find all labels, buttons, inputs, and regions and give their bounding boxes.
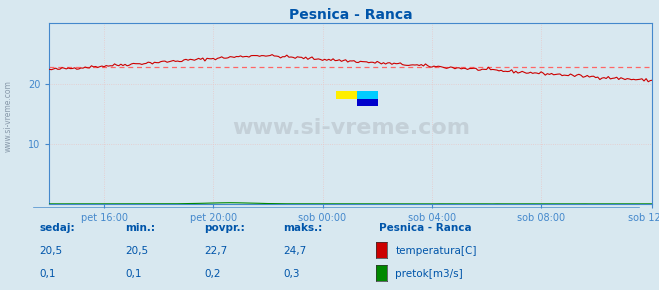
Text: www.si-vreme.com: www.si-vreme.com — [232, 118, 470, 138]
Text: 0,1: 0,1 — [125, 269, 142, 279]
Text: www.si-vreme.com: www.si-vreme.com — [4, 80, 13, 152]
Bar — [357, 99, 378, 106]
Text: sedaj:: sedaj: — [40, 223, 75, 233]
Text: maks.:: maks.: — [283, 223, 323, 233]
Text: 0,2: 0,2 — [204, 269, 221, 279]
Text: povpr.:: povpr.: — [204, 223, 245, 233]
Text: pretok[m3/s]: pretok[m3/s] — [395, 269, 463, 279]
Text: 20,5: 20,5 — [40, 246, 63, 256]
Text: Pesnica - Ranca: Pesnica - Ranca — [379, 223, 472, 233]
Text: min.:: min.: — [125, 223, 156, 233]
Text: temperatura[C]: temperatura[C] — [395, 246, 477, 256]
Text: 22,7: 22,7 — [204, 246, 227, 256]
Bar — [336, 91, 357, 99]
Text: 24,7: 24,7 — [283, 246, 306, 256]
Text: 0,1: 0,1 — [40, 269, 56, 279]
Title: Pesnica - Ranca: Pesnica - Ranca — [289, 8, 413, 22]
Bar — [357, 91, 378, 99]
Text: 0,3: 0,3 — [283, 269, 300, 279]
Text: 20,5: 20,5 — [125, 246, 148, 256]
